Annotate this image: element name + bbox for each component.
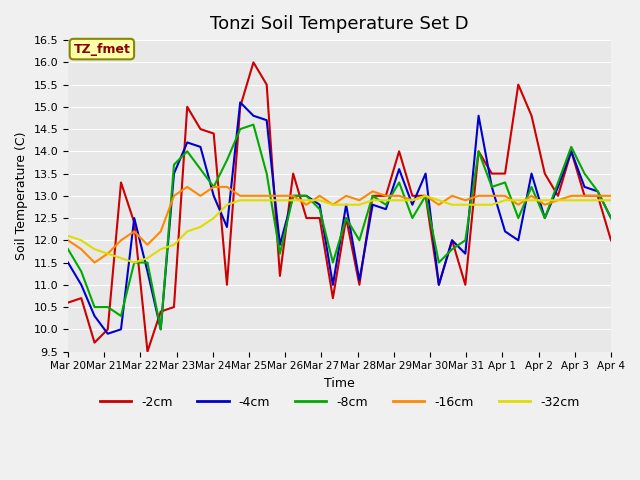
Text: TZ_fmet: TZ_fmet bbox=[74, 43, 131, 56]
Legend: -2cm, -4cm, -8cm, -16cm, -32cm: -2cm, -4cm, -8cm, -16cm, -32cm bbox=[95, 391, 584, 414]
Y-axis label: Soil Temperature (C): Soil Temperature (C) bbox=[15, 132, 28, 260]
X-axis label: Time: Time bbox=[324, 377, 355, 390]
Title: Tonzi Soil Temperature Set D: Tonzi Soil Temperature Set D bbox=[210, 15, 469, 33]
